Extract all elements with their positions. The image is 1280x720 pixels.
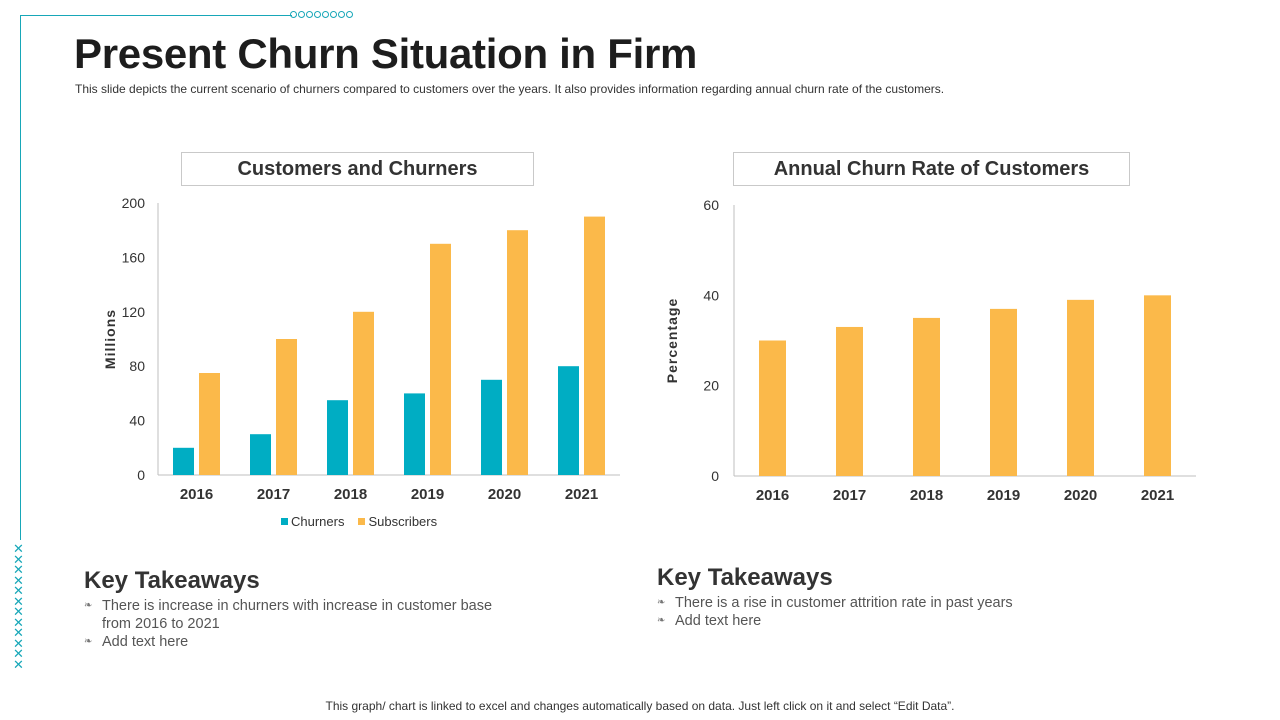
legend-label-subscribers: Subscribers [368, 514, 438, 529]
chart2-x-tick-label: 2019 [987, 487, 1020, 504]
chart1-x-tick-label: 2019 [411, 486, 444, 503]
chart2-y-axis-label: Percentage [664, 298, 680, 383]
chart1-legend: Churners Subscribers [281, 514, 437, 529]
chart1-bar-subscribers [199, 373, 220, 475]
chart1-y-tick-label: 0 [137, 467, 145, 483]
bullet-icon: ❧ [84, 636, 93, 647]
chart1-y-tick-label: 120 [122, 304, 146, 320]
chart2-y-tick-label: 40 [703, 287, 719, 303]
chart1-bar-subscribers [584, 216, 605, 475]
takeaways-right: Key Takeaways ❧ There is a rise in custom… [657, 564, 1127, 630]
decorative-line-left [20, 15, 21, 540]
takeaways-left: Key Takeaways ❧ There is increase in chur… [84, 567, 554, 651]
chart1-bar-churners [404, 393, 425, 475]
takeaway-item: ❧ Add text here [657, 613, 762, 629]
decorative-crosses: ✕ ✕ ✕ ✕ ✕ ✕ ✕ ✕ ✕ ✕ ✕ ✕ [13, 541, 24, 672]
page-subtitle: This slide depicts the current scenario … [75, 82, 945, 96]
chart2-title: Annual Churn Rate of Customers [733, 152, 1130, 186]
chart1-x-tick-label: 2021 [565, 486, 598, 503]
chart1-x-tick-label: 2016 [180, 486, 213, 503]
chart2-x-tick-label: 2018 [910, 487, 943, 504]
footer-note: This graph/ chart is linked to excel and… [325, 699, 955, 713]
chart1-y-tick-label: 80 [129, 358, 145, 374]
takeaways-left-heading: Key Takeaways [84, 567, 260, 594]
chart2-bar-churn-rate [759, 340, 786, 476]
chart1-bar-subscribers [353, 311, 374, 475]
page-title: Present Churn Situation in Firm [74, 30, 698, 77]
chart2-x-tick-label: 2020 [1064, 487, 1097, 504]
decorative-line-top [20, 15, 292, 16]
chart1-bar-churners [481, 379, 502, 475]
chart2-x-tick-label: 2021 [1141, 487, 1174, 504]
chart1-bar-subscribers [430, 243, 451, 475]
chart1-y-tick-label: 40 [129, 413, 145, 429]
chart1-bar-subscribers [276, 339, 297, 475]
chart2-bar-churn-rate [836, 326, 863, 476]
chart1-y-axis-label: Millions [102, 309, 118, 369]
chart2-y-tick-label: 0 [711, 468, 719, 484]
chart1-bar-churners [558, 366, 579, 475]
legend-swatch-churners [281, 518, 288, 525]
takeaway-item: ❧ There is increase in churners with incr… [84, 598, 493, 614]
legend-label-churners: Churners [291, 514, 345, 529]
bullet-icon: ❧ [657, 597, 666, 608]
chart1-bar-churners [250, 434, 271, 475]
chart1-y-tick-label: 200 [122, 195, 146, 211]
chart2-bar-churn-rate [990, 308, 1017, 476]
chart2-bar-churn-rate [1144, 295, 1171, 476]
legend-item-churners: Churners [281, 514, 344, 529]
bullet-icon: ❧ [84, 600, 93, 611]
chart2-x-tick-label: 2016 [756, 487, 789, 504]
decorative-circles [290, 11, 353, 18]
takeaways-right-heading: Key Takeaways [657, 564, 833, 591]
chart1-bar-churners [327, 400, 348, 475]
chart1-x-tick-label: 2018 [334, 486, 367, 503]
chart2-bar-churn-rate [1067, 299, 1094, 476]
legend-item-subscribers: Subscribers [358, 514, 437, 529]
takeaway-item: from 2016 to 2021 [102, 616, 220, 632]
takeaway-item: ❧ Add text here [84, 634, 189, 650]
chart2-y-tick-label: 20 [703, 378, 719, 394]
takeaway-item: ❧ There is a rise in customer attrition r… [657, 595, 1013, 611]
bullet-icon: ❧ [657, 615, 666, 626]
chart1-bar-churners [173, 447, 194, 475]
chart2-x-tick-label: 2017 [833, 487, 866, 504]
chart1-bar-subscribers [507, 230, 528, 475]
chart1-title: Customers and Churners [181, 152, 534, 186]
chart2-y-tick-label: 60 [703, 197, 719, 213]
legend-swatch-subscribers [358, 518, 366, 525]
chart1-y-tick-label: 160 [122, 249, 146, 265]
chart2-bar-churn-rate [913, 317, 940, 476]
chart1-x-tick-label: 2020 [488, 486, 521, 503]
chart1-x-tick-label: 2017 [257, 486, 290, 503]
